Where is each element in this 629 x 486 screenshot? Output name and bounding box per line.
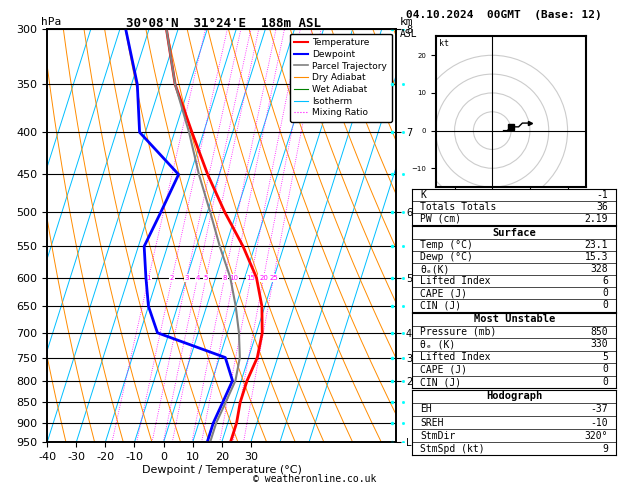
Text: Lifted Index: Lifted Index [420, 276, 491, 286]
Text: 850: 850 [591, 327, 608, 337]
Text: Temp (°C): Temp (°C) [420, 240, 473, 250]
Text: θₑ(K): θₑ(K) [420, 264, 450, 274]
Text: -37: -37 [591, 404, 608, 415]
Text: 320°: 320° [585, 431, 608, 441]
Text: 9: 9 [603, 444, 608, 454]
Text: SREH: SREH [420, 417, 443, 428]
Text: 36: 36 [596, 202, 608, 212]
Text: hPa: hPa [41, 17, 61, 27]
Text: 8: 8 [223, 275, 227, 281]
Text: Dewp (°C): Dewp (°C) [420, 252, 473, 262]
Text: 25: 25 [269, 275, 278, 281]
Text: 2: 2 [170, 275, 174, 281]
X-axis label: Dewpoint / Temperature (°C): Dewpoint / Temperature (°C) [142, 465, 302, 475]
Text: 5: 5 [603, 352, 608, 362]
Text: 15: 15 [247, 275, 255, 281]
Text: 15.3: 15.3 [585, 252, 608, 262]
Text: Surface: Surface [493, 227, 536, 238]
Text: 330: 330 [591, 339, 608, 349]
Text: Pressure (mb): Pressure (mb) [420, 327, 496, 337]
Text: 5: 5 [204, 275, 208, 281]
Text: EH: EH [420, 404, 432, 415]
Text: StmSpd (kt): StmSpd (kt) [420, 444, 485, 454]
Text: 6: 6 [603, 276, 608, 286]
Text: Lifted Index: Lifted Index [420, 352, 491, 362]
Y-axis label: Mixing Ratio (g/kg): Mixing Ratio (g/kg) [431, 190, 441, 282]
Text: -1: -1 [596, 190, 608, 200]
Text: θₑ (K): θₑ (K) [420, 339, 455, 349]
Text: 20: 20 [259, 275, 268, 281]
Text: 30°08'N  31°24'E  188m ASL: 30°08'N 31°24'E 188m ASL [126, 17, 321, 30]
Text: Totals Totals: Totals Totals [420, 202, 496, 212]
Text: 23.1: 23.1 [585, 240, 608, 250]
Text: PW (cm): PW (cm) [420, 214, 461, 224]
Text: 0: 0 [603, 288, 608, 298]
Text: 2.19: 2.19 [585, 214, 608, 224]
Text: K: K [420, 190, 426, 200]
Text: © weatheronline.co.uk: © weatheronline.co.uk [253, 473, 376, 484]
Text: 0: 0 [603, 300, 608, 311]
Text: -10: -10 [591, 417, 608, 428]
Text: 3: 3 [184, 275, 189, 281]
Text: 0: 0 [603, 377, 608, 387]
Text: CAPE (J): CAPE (J) [420, 288, 467, 298]
Text: 0: 0 [603, 364, 608, 375]
Text: CAPE (J): CAPE (J) [420, 364, 467, 375]
Text: StmDir: StmDir [420, 431, 455, 441]
Text: 328: 328 [591, 264, 608, 274]
Text: Most Unstable: Most Unstable [474, 314, 555, 324]
Text: km: km [399, 17, 413, 27]
Text: kt: kt [439, 39, 448, 49]
Text: ASL: ASL [399, 29, 417, 39]
Text: 10: 10 [230, 275, 238, 281]
Text: CIN (J): CIN (J) [420, 300, 461, 311]
Text: 1: 1 [147, 275, 151, 281]
Text: Hodograph: Hodograph [486, 391, 542, 401]
Text: CIN (J): CIN (J) [420, 377, 461, 387]
Text: 4: 4 [195, 275, 199, 281]
Legend: Temperature, Dewpoint, Parcel Trajectory, Dry Adiabat, Wet Adiabat, Isotherm, Mi: Temperature, Dewpoint, Parcel Trajectory… [290, 34, 392, 122]
Text: 04.10.2024  00GMT  (Base: 12): 04.10.2024 00GMT (Base: 12) [406, 10, 601, 20]
